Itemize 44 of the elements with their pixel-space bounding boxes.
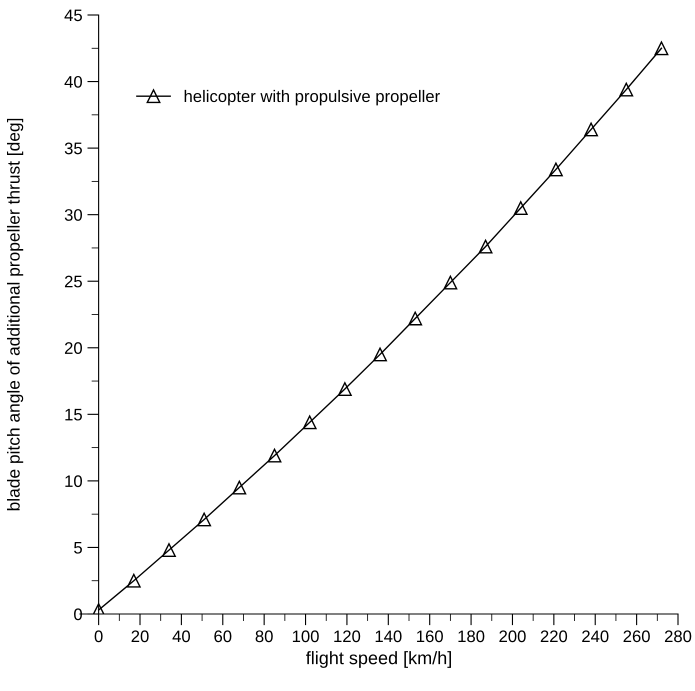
point bbox=[514, 201, 528, 215]
x-tick-label: 120 bbox=[334, 630, 360, 642]
point bbox=[584, 122, 598, 136]
x-tick-label: 40 bbox=[172, 630, 190, 642]
x-tick-label: 60 bbox=[214, 630, 232, 642]
point bbox=[408, 312, 422, 326]
x-tick-label: 220 bbox=[540, 630, 568, 642]
x-tick-label: 100 bbox=[292, 630, 319, 642]
y-tick-label: 35 bbox=[64, 142, 82, 154]
x-tick-label: 200 bbox=[499, 630, 526, 642]
point bbox=[268, 448, 282, 463]
y-tick-label: 40 bbox=[64, 76, 82, 88]
y-tick-label: 25 bbox=[64, 276, 82, 288]
point bbox=[232, 480, 246, 494]
x-tick-label: 260 bbox=[624, 630, 650, 642]
y-tick-label: 30 bbox=[64, 209, 82, 221]
point bbox=[197, 512, 212, 526]
point bbox=[162, 543, 176, 558]
x-tick-label: 20 bbox=[132, 630, 149, 642]
y-tick-label: 5 bbox=[74, 542, 82, 554]
x-tick-label: 280 bbox=[664, 630, 692, 642]
x-tick-label: 80 bbox=[256, 630, 273, 642]
x-tick-label: 240 bbox=[582, 630, 608, 642]
point bbox=[126, 574, 141, 588]
y-tick-label: 45 bbox=[64, 10, 82, 22]
y-tick-label: 15 bbox=[65, 408, 82, 421]
x-tick-label: 0 bbox=[94, 630, 103, 642]
x-axis-title: flight speed [km/h] bbox=[306, 651, 451, 668]
point bbox=[619, 82, 634, 96]
y-axis-title: blade pitch angle of additional propeller thrust [deg] bbox=[7, 118, 24, 510]
y-tick-label: 0 bbox=[74, 608, 82, 620]
y-tick-label: 20 bbox=[64, 342, 82, 354]
y-tick-label: 10 bbox=[65, 475, 82, 488]
x-tick-label: 140 bbox=[376, 630, 402, 642]
point bbox=[302, 415, 317, 430]
point bbox=[373, 347, 387, 362]
point bbox=[338, 382, 352, 396]
point bbox=[478, 240, 493, 254]
x-tick-label: 160 bbox=[417, 630, 443, 642]
legend-label: helicopter with propulsive propeller bbox=[184, 90, 440, 106]
point bbox=[443, 276, 458, 290]
x-tick-label: 180 bbox=[458, 630, 484, 642]
point bbox=[654, 41, 668, 56]
point bbox=[548, 162, 563, 176]
